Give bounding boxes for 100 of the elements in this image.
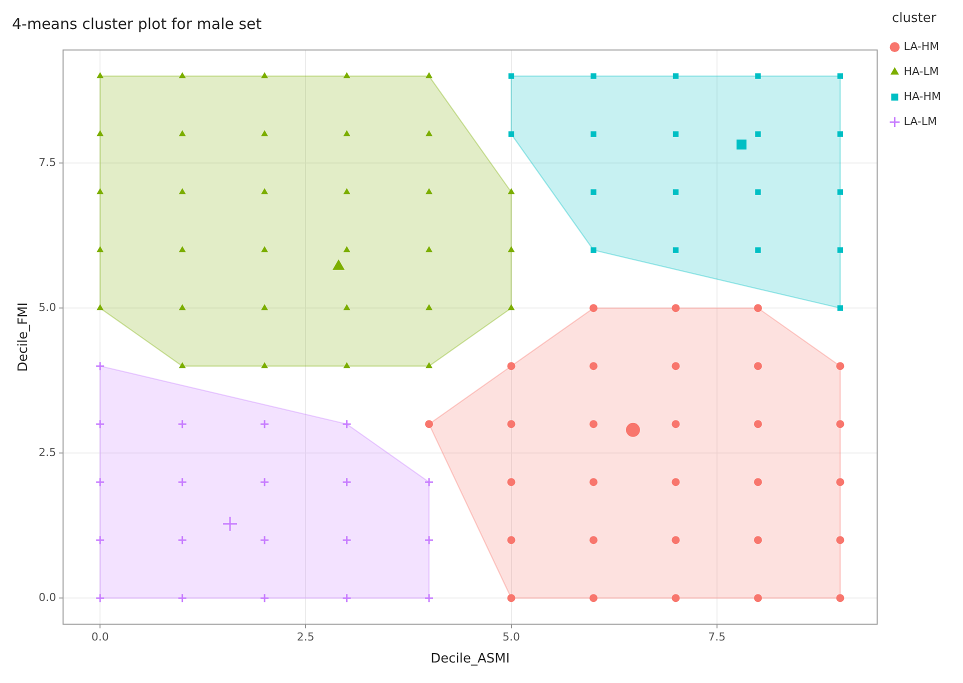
point xyxy=(95,535,105,545)
point xyxy=(342,477,352,487)
point xyxy=(95,361,105,371)
point xyxy=(837,131,844,137)
point xyxy=(260,593,270,603)
point xyxy=(332,259,345,270)
legend-label: HA-HM xyxy=(904,90,942,103)
point xyxy=(426,362,432,368)
point xyxy=(672,131,679,137)
point xyxy=(672,247,679,253)
point xyxy=(343,130,350,136)
point xyxy=(837,189,844,195)
point xyxy=(590,304,598,312)
point xyxy=(672,536,680,544)
point xyxy=(424,477,434,487)
point xyxy=(261,188,268,194)
point xyxy=(508,131,514,137)
point xyxy=(426,188,432,194)
y-tick-label: 7.5 xyxy=(38,156,56,169)
point xyxy=(178,477,188,487)
point xyxy=(178,130,186,136)
point xyxy=(261,130,268,136)
y-axis-title: Decile_FMI xyxy=(16,302,32,372)
legend-label: LA-LM xyxy=(904,114,937,128)
point xyxy=(507,362,516,370)
point xyxy=(424,535,434,545)
point xyxy=(261,362,268,368)
point xyxy=(837,247,844,253)
point xyxy=(590,362,598,370)
point xyxy=(672,420,680,428)
point xyxy=(590,536,598,544)
point xyxy=(178,419,188,429)
x-tick-label: 7.5 xyxy=(708,630,726,644)
point xyxy=(754,304,762,312)
point xyxy=(836,536,844,544)
point xyxy=(178,72,186,78)
point xyxy=(178,362,186,368)
point xyxy=(672,478,680,486)
point xyxy=(508,246,515,252)
point xyxy=(426,72,432,78)
point xyxy=(590,73,596,79)
point xyxy=(626,422,640,437)
point xyxy=(755,131,761,137)
point xyxy=(95,419,105,429)
x-tick-label: 0.0 xyxy=(91,630,109,644)
point xyxy=(96,188,104,194)
point xyxy=(754,362,762,370)
point xyxy=(260,419,270,429)
point xyxy=(260,477,270,487)
point xyxy=(508,304,515,310)
point xyxy=(95,477,105,487)
point xyxy=(260,535,270,545)
legend-label: LA-HM xyxy=(904,40,940,53)
legend-title: cluster xyxy=(892,10,937,26)
y-tick-label: 5.0 xyxy=(38,300,56,314)
point xyxy=(261,304,268,310)
point xyxy=(590,594,598,602)
point xyxy=(178,535,188,545)
point xyxy=(96,246,104,252)
point xyxy=(426,130,432,136)
point xyxy=(426,246,432,252)
point xyxy=(754,536,762,544)
x-tick-label: 2.5 xyxy=(296,630,314,644)
point xyxy=(672,189,679,195)
point xyxy=(426,304,432,310)
point xyxy=(755,247,761,253)
point xyxy=(837,305,844,311)
point xyxy=(672,594,680,602)
point xyxy=(836,478,844,486)
point xyxy=(178,188,186,194)
point xyxy=(222,516,238,532)
point xyxy=(836,420,844,428)
point xyxy=(424,593,434,603)
point xyxy=(261,246,268,252)
point xyxy=(178,246,186,252)
point xyxy=(342,593,352,603)
point xyxy=(590,478,598,486)
point xyxy=(836,362,844,370)
point xyxy=(343,188,350,194)
point xyxy=(672,73,679,79)
point xyxy=(754,478,762,486)
y-tick-label: 0.0 xyxy=(38,590,56,604)
point xyxy=(178,593,188,603)
legend-label: HA-LM xyxy=(904,64,939,78)
point xyxy=(754,594,762,602)
point xyxy=(590,247,596,253)
point xyxy=(736,140,746,150)
point xyxy=(507,420,516,428)
point xyxy=(508,188,515,194)
point xyxy=(343,72,350,78)
point xyxy=(343,246,350,252)
x-tick-label: 5.0 xyxy=(502,630,520,644)
point xyxy=(836,594,844,602)
point xyxy=(96,72,104,78)
point xyxy=(507,536,516,544)
point xyxy=(425,420,434,428)
point xyxy=(590,189,596,195)
point xyxy=(507,594,516,602)
point xyxy=(261,72,268,78)
point xyxy=(507,478,516,486)
